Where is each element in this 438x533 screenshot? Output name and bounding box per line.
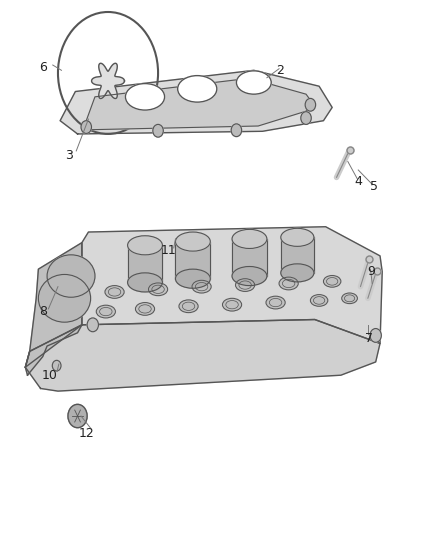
Ellipse shape [281, 264, 314, 282]
Text: 10: 10 [41, 369, 57, 382]
Ellipse shape [127, 236, 162, 255]
Ellipse shape [176, 232, 210, 251]
Polygon shape [232, 239, 267, 276]
Ellipse shape [47, 255, 95, 297]
Ellipse shape [192, 280, 211, 293]
Text: 12: 12 [78, 427, 94, 440]
Ellipse shape [279, 277, 298, 290]
Circle shape [52, 360, 61, 371]
Circle shape [68, 405, 87, 427]
Ellipse shape [311, 295, 328, 306]
Ellipse shape [39, 274, 91, 322]
Text: 3: 3 [65, 149, 73, 161]
Text: 7: 7 [365, 332, 373, 344]
Ellipse shape [135, 303, 155, 316]
Text: 2: 2 [276, 64, 284, 77]
Polygon shape [25, 319, 380, 391]
Polygon shape [281, 237, 314, 273]
Ellipse shape [323, 276, 341, 287]
Ellipse shape [96, 305, 116, 318]
Ellipse shape [176, 269, 210, 288]
Ellipse shape [127, 273, 162, 292]
Polygon shape [25, 243, 82, 367]
Ellipse shape [223, 298, 242, 311]
Text: 8: 8 [39, 305, 47, 318]
Circle shape [370, 328, 381, 342]
Ellipse shape [236, 279, 254, 292]
Ellipse shape [266, 296, 285, 309]
Ellipse shape [105, 286, 124, 298]
Polygon shape [92, 63, 124, 99]
Text: 11: 11 [161, 244, 177, 257]
Circle shape [153, 124, 163, 137]
Circle shape [301, 112, 311, 124]
Circle shape [231, 124, 242, 136]
Text: 6: 6 [39, 61, 47, 74]
Ellipse shape [237, 71, 271, 94]
Ellipse shape [125, 84, 165, 110]
Polygon shape [176, 241, 210, 279]
Circle shape [305, 99, 316, 111]
Ellipse shape [232, 266, 267, 286]
Ellipse shape [342, 293, 357, 304]
Text: 9: 9 [367, 265, 375, 278]
Ellipse shape [179, 300, 198, 313]
Text: 4: 4 [354, 175, 362, 188]
Text: 5: 5 [370, 181, 378, 193]
Polygon shape [86, 78, 313, 130]
Polygon shape [82, 227, 382, 343]
Ellipse shape [232, 229, 267, 248]
Circle shape [81, 120, 92, 133]
Polygon shape [127, 245, 162, 282]
Ellipse shape [148, 283, 168, 296]
Polygon shape [25, 325, 82, 375]
Circle shape [87, 318, 99, 332]
Ellipse shape [281, 228, 314, 246]
Ellipse shape [178, 76, 217, 102]
Polygon shape [60, 70, 332, 134]
